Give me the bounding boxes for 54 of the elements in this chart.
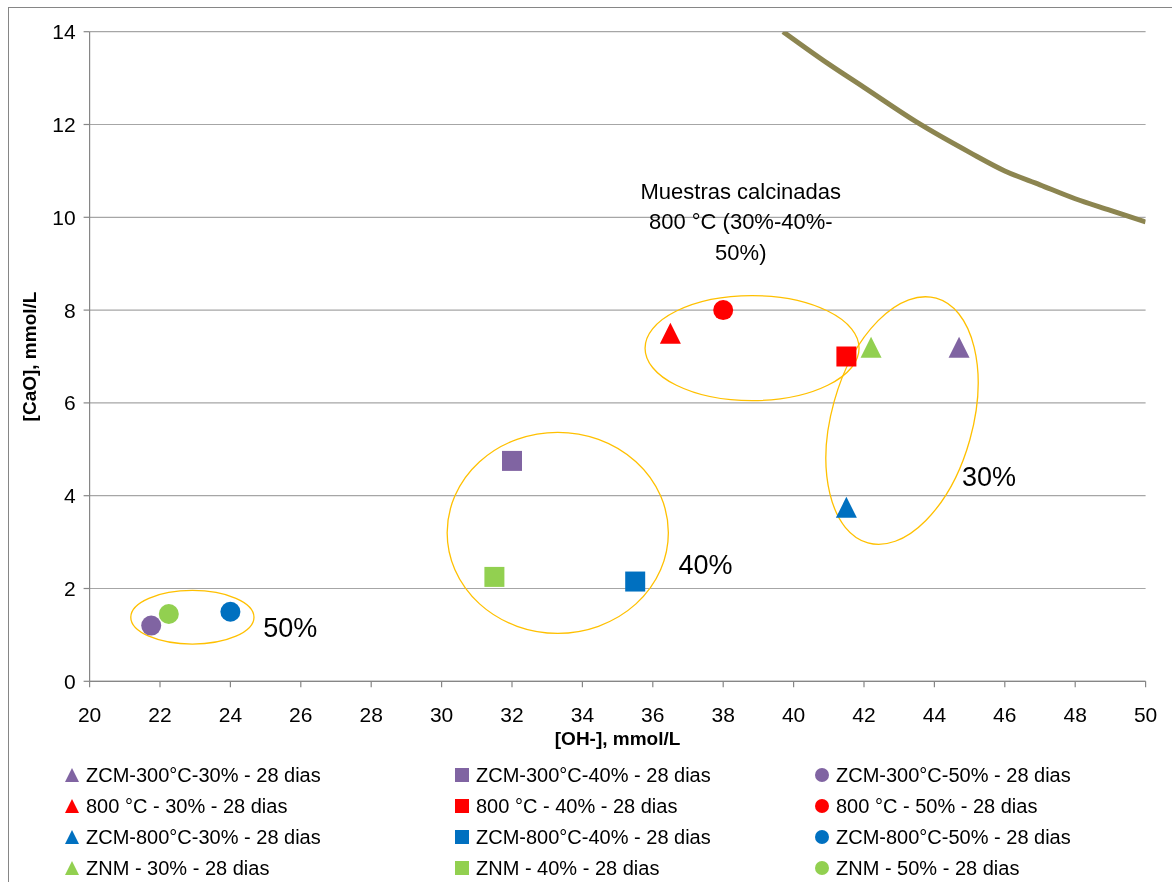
point bbox=[713, 300, 734, 321]
annotation: 50% bbox=[263, 612, 318, 643]
x-axis-title: [OH-], mmol/L bbox=[554, 728, 681, 750]
point bbox=[141, 615, 162, 636]
legend-label: ZCM-300°C-40% - 28 dias bbox=[476, 764, 711, 786]
point bbox=[625, 571, 646, 592]
x-tick-label: 38 bbox=[711, 703, 735, 727]
x-tick-label: 34 bbox=[570, 703, 595, 727]
x-tick-label: 30 bbox=[429, 703, 454, 727]
x-tick-label: 32 bbox=[500, 703, 524, 727]
y-tick-label: 2 bbox=[63, 577, 76, 600]
x-tick-label: 24 bbox=[218, 703, 243, 727]
y-tick-label: 14 bbox=[52, 20, 76, 44]
x-tick-label: 36 bbox=[641, 703, 665, 727]
legend-label: 800 °C - 40% - 28 dias bbox=[476, 795, 678, 817]
point bbox=[484, 566, 505, 587]
point bbox=[659, 322, 681, 344]
x-tick-label: 28 bbox=[359, 703, 383, 727]
x-tick-label: 26 bbox=[289, 703, 313, 727]
point bbox=[158, 604, 179, 624]
point bbox=[835, 496, 857, 518]
point bbox=[836, 346, 857, 367]
y-axis-title: [CaO], mmol/L bbox=[19, 291, 40, 422]
x-tick-label: 50 bbox=[1133, 703, 1158, 727]
point bbox=[860, 336, 882, 358]
point bbox=[220, 601, 241, 622]
legend-label: ZCM-800°C-40% - 28 dias bbox=[476, 826, 711, 848]
point bbox=[502, 450, 522, 471]
x-tick-label: 46 bbox=[993, 703, 1017, 727]
legend-label: ZCM-300°C-30% - 28 dias bbox=[86, 764, 321, 786]
y-tick-label: 6 bbox=[63, 391, 76, 415]
y-tick-label: 4 bbox=[63, 484, 76, 508]
legend-label: ZNM - 50% - 28 dias bbox=[836, 857, 1020, 879]
point bbox=[948, 336, 970, 358]
legend-label: ZCM-800°C-50% - 28 dias bbox=[836, 826, 1071, 848]
legend-label: 800 °C - 50% - 28 dias bbox=[836, 795, 1038, 817]
annotation: 40% bbox=[678, 550, 733, 581]
legend-label: ZCM-800°C-30% - 28 dias bbox=[86, 826, 321, 848]
legend-label: ZNM - 40% - 28 dias bbox=[476, 857, 660, 879]
annotation: Muestras calcinadas 800 °C (30%-40%-50%) bbox=[640, 178, 842, 266]
x-tick-label: 20 bbox=[77, 703, 102, 727]
legend-label: 800 °C - 30% - 28 dias bbox=[86, 795, 288, 817]
annotation: 30% bbox=[961, 462, 1016, 493]
y-tick-label: 8 bbox=[63, 298, 76, 322]
x-tick-label: 44 bbox=[922, 703, 947, 727]
x-tick-label: 40 bbox=[781, 703, 806, 727]
x-tick-label: 22 bbox=[148, 703, 172, 727]
legend-label: ZCM-300°C-50% - 28 dias bbox=[836, 764, 1071, 786]
legend-label: ZNM - 30% - 28 dias bbox=[86, 857, 270, 879]
y-tick-label: 0 bbox=[63, 669, 76, 693]
x-tick-label: 48 bbox=[1063, 703, 1087, 727]
x-tick-label: 42 bbox=[852, 703, 876, 727]
y-tick-label: 10 bbox=[52, 205, 76, 229]
y-tick-label: 12 bbox=[52, 113, 76, 136]
